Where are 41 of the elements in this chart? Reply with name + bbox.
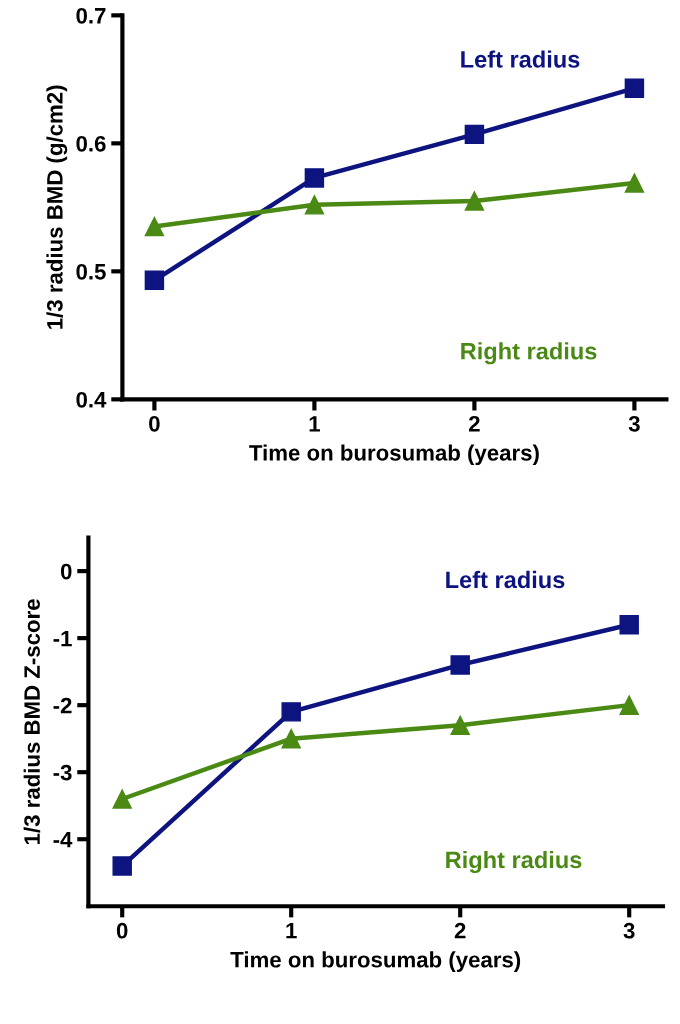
point [464, 124, 485, 145]
x-axis-title: Time on burosumab (years) [230, 951, 521, 972]
x-tick-label: 1 [309, 416, 320, 432]
x-tick-label: 3 [628, 415, 640, 432]
y-tick-label: 0.5 [76, 263, 106, 280]
x-tick-label: 1 [286, 923, 297, 939]
y-axis-title: 1/3 radius BMD Z-score [23, 599, 41, 845]
point [144, 270, 165, 291]
point [112, 856, 132, 876]
point [450, 655, 470, 675]
y-axis-title: 1/3 radius BMD (g/cm2) [46, 85, 68, 329]
x-tick-label: 3 [623, 922, 635, 939]
point [281, 702, 301, 722]
series-label: Left radius [461, 50, 580, 68]
y-tick-label: 0.4 [76, 391, 107, 408]
point [624, 78, 645, 99]
point [304, 168, 325, 188]
point [281, 728, 301, 749]
point [624, 173, 645, 193]
point [144, 216, 165, 237]
point [112, 789, 132, 809]
y-tick-label: 0 [60, 563, 72, 580]
y-tick-label: 0.6 [76, 135, 106, 152]
x-tick-label: 0 [116, 922, 128, 939]
y-tick-label: -1 [53, 630, 72, 647]
text: Right radius [446, 850, 582, 874]
x-axis-title: Time on burosumab (years) [249, 444, 539, 466]
point [450, 715, 470, 735]
y-tick-label: -4 [53, 831, 73, 848]
point [619, 695, 639, 715]
y-tick-label: -3 [53, 764, 72, 781]
text: Left radius [446, 570, 565, 589]
x-tick-label: 2 [468, 415, 480, 432]
y-tick-label: -2 [53, 697, 72, 714]
x-tick-label: 2 [454, 922, 466, 939]
point [619, 615, 639, 635]
point [304, 195, 325, 215]
point [464, 191, 485, 211]
x-tick-label: 0 [149, 415, 160, 432]
y-tick-label: 0.7 [76, 7, 106, 24]
text: Right radius [461, 342, 597, 365]
